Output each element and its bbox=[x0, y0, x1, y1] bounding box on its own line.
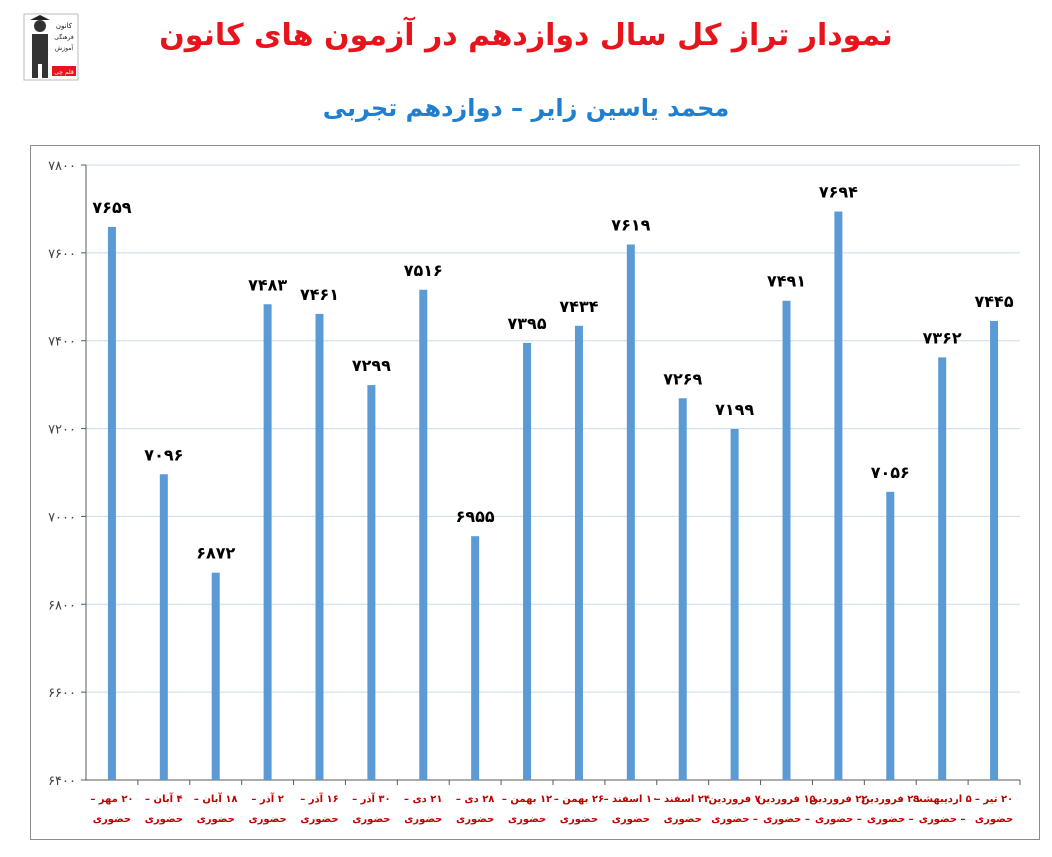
data-label: ۷۴۶۱ bbox=[300, 285, 339, 304]
bar bbox=[730, 429, 739, 780]
bar bbox=[990, 320, 999, 780]
x-tick-label-line2: حضوری bbox=[664, 814, 702, 825]
bar bbox=[263, 304, 272, 780]
x-tick-label: ۱۶ آذر – bbox=[300, 792, 339, 805]
x-tick-label: ۲۰ مهر – bbox=[90, 794, 133, 805]
y-tick-label: ۶۸۰۰ bbox=[48, 598, 76, 613]
chart-frame bbox=[30, 145, 1040, 840]
x-tick-label-line2: حضوری bbox=[352, 814, 390, 825]
x-tick-label: ۱۸ آبان – bbox=[194, 792, 238, 805]
x-tick-label-line2: – حضوری bbox=[711, 814, 758, 825]
x-tick-label: ۱۰ اسفند – bbox=[604, 794, 659, 805]
x-tick-label-line2: حضوری bbox=[300, 814, 338, 825]
x-tick-label: ۱۲ بهمن – bbox=[502, 794, 552, 805]
y-tick-label: ۷۰۰۰ bbox=[48, 510, 76, 525]
y-tick-label: ۶۴۰۰ bbox=[48, 774, 76, 789]
bar bbox=[107, 226, 116, 781]
data-label: ۷۲۶۹ bbox=[663, 369, 702, 388]
x-tick-label: ۳۰ آذر – bbox=[352, 792, 391, 805]
y-tick-label: ۶۶۰۰ bbox=[48, 686, 76, 701]
x-tick-label-line2: حضوری bbox=[456, 814, 494, 825]
x-tick-label: ۲۲ فروردین bbox=[809, 794, 867, 805]
bar bbox=[626, 244, 635, 780]
page-subtitle: محمد یاسین زایر – دوازدهم تجربی bbox=[322, 94, 730, 122]
bar bbox=[782, 300, 791, 780]
data-label: ۶۹۵۵ bbox=[456, 507, 495, 526]
x-tick-label-line2: حضوری bbox=[508, 814, 546, 825]
kanoon-logo: کانون فرهنگی آموزش قلم چی bbox=[22, 12, 80, 82]
label-layer: ۷۶۵۹ ۲۰ مهر – حضوری ۷۰۹۶ ۴ آبان – حضوری ۶۸۷۲ ۱۸… bbox=[90, 183, 1013, 825]
bar bbox=[886, 491, 895, 780]
x-tick-label: ۵ اردیبهشت bbox=[913, 794, 972, 805]
data-label: ۷۶۱۹ bbox=[611, 216, 650, 235]
bar bbox=[834, 211, 843, 781]
bar bbox=[938, 357, 947, 780]
x-tick-label: ۲۴ اسفند – bbox=[655, 794, 710, 805]
x-tick-label: ۴ آبان – bbox=[145, 792, 183, 805]
logo-text-3: آموزش bbox=[55, 43, 74, 52]
x-tick-label-line2: – حضوری bbox=[867, 814, 914, 825]
bar bbox=[419, 289, 428, 780]
data-label: ۷۰۹۶ bbox=[144, 445, 183, 464]
data-label: ۷۶۹۴ bbox=[819, 183, 858, 202]
bar bbox=[471, 536, 480, 780]
bar bbox=[523, 342, 532, 780]
x-tick-label-line2: حضوری bbox=[612, 814, 650, 825]
bar-layer bbox=[107, 211, 999, 781]
x-tick-label-line2: حضوری bbox=[93, 814, 131, 825]
y-tick-label: ۷۲۰۰ bbox=[48, 423, 76, 438]
kanoon-logo-icon: کانون فرهنگی آموزش قلم چی bbox=[23, 13, 79, 81]
y-tick-label: ۷۶۰۰ bbox=[48, 247, 76, 262]
data-label: ۷۴۹۱ bbox=[767, 272, 806, 291]
data-label: ۷۴۳۴ bbox=[559, 297, 598, 316]
x-tick-label-line2: – حضوری bbox=[815, 814, 862, 825]
x-tick-label-line2: – حضوری bbox=[919, 814, 966, 825]
data-label: ۶۸۷۲ bbox=[196, 544, 235, 563]
data-label: ۷۶۵۹ bbox=[92, 198, 131, 217]
x-tick-label-line2: حضوری bbox=[197, 814, 235, 825]
bar bbox=[315, 313, 324, 780]
x-tick-label: ۲۰ تیر – bbox=[975, 794, 1013, 805]
bar bbox=[367, 385, 376, 780]
x-tick-label: ۲ آذر – bbox=[251, 792, 283, 805]
page-title: نمودار تراز کل سال دوازدهم در آزمون های … bbox=[159, 18, 893, 53]
bar bbox=[159, 474, 168, 780]
data-label: ۷۴۴۵ bbox=[975, 292, 1014, 311]
x-tick-label-line2: حضوری bbox=[560, 814, 598, 825]
bar bbox=[574, 325, 583, 780]
data-label: ۷۲۹۹ bbox=[352, 356, 391, 375]
axis-layer: ۷۸۰۰ ۷۶۰۰ ۷۴۰۰ ۷۲۰۰ ۷۰۰۰ ۶۸۰۰ ۶۶۰۰ ۶۴۰۰ bbox=[48, 159, 1021, 789]
logo-text-4: قلم چی bbox=[54, 69, 74, 76]
x-tick-label: ۲۸ دی – bbox=[456, 794, 494, 805]
x-tick-label: ۲۶ بهمن – bbox=[554, 794, 604, 805]
x-tick-label-line2: – حضوری bbox=[763, 814, 810, 825]
data-label: ۷۳۶۲ bbox=[923, 328, 962, 347]
x-tick-label-line2: حضوری bbox=[404, 814, 442, 825]
data-label: ۷۱۹۹ bbox=[715, 400, 754, 419]
x-tick-label: ۱۵ فروردین bbox=[757, 794, 815, 805]
logo-text-2: فرهنگی bbox=[54, 33, 74, 41]
y-tick-label: ۷۸۰۰ bbox=[48, 159, 76, 174]
y-tick-label: ۷۴۰۰ bbox=[48, 335, 76, 350]
data-label: ۷۳۹۵ bbox=[508, 314, 547, 333]
x-tick-label: ۲۹ فروردین bbox=[861, 794, 919, 805]
bar bbox=[211, 572, 220, 780]
x-tick-label-line2: حضوری bbox=[248, 814, 286, 825]
logo-text-1: کانون bbox=[56, 22, 73, 30]
data-label: ۷۵۱۶ bbox=[404, 261, 443, 280]
data-label: ۷۴۸۳ bbox=[248, 275, 287, 294]
data-label: ۷۰۵۶ bbox=[871, 463, 910, 482]
x-tick-label-line2: حضوری bbox=[145, 814, 183, 825]
bar bbox=[678, 398, 687, 780]
x-tick-label: ۷ فروردین bbox=[709, 794, 761, 805]
x-tick-label-line2: حضوری bbox=[975, 814, 1013, 825]
x-tick-label: ۲۱ دی – bbox=[404, 794, 442, 805]
grid-layer bbox=[86, 164, 1020, 693]
